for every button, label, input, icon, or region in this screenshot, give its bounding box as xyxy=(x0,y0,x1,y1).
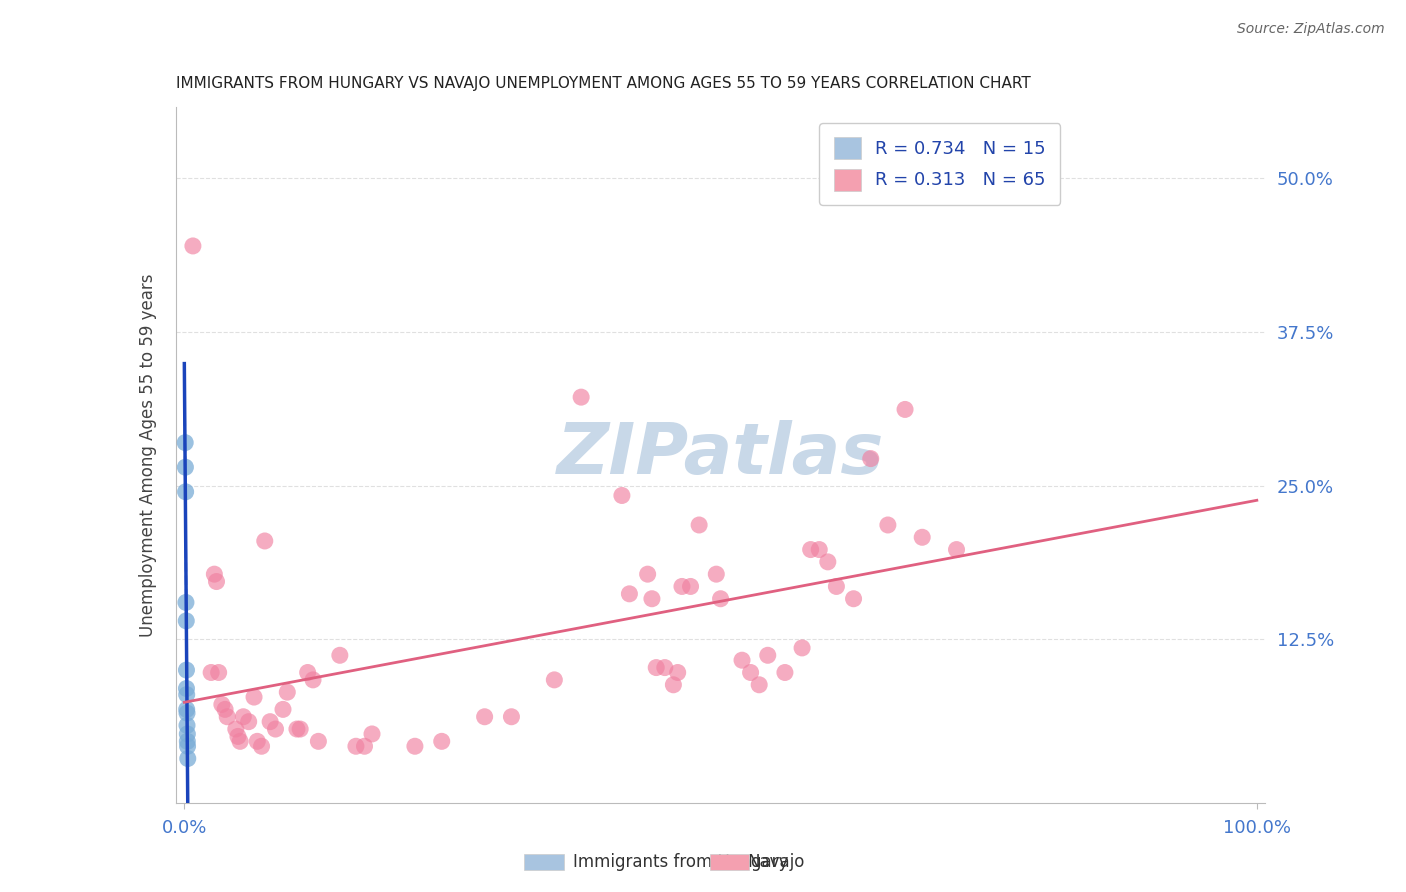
Point xyxy=(610,488,633,502)
Point xyxy=(666,665,689,680)
Point xyxy=(307,734,329,748)
Point xyxy=(662,678,685,692)
Point xyxy=(174,484,197,499)
Point xyxy=(217,710,239,724)
Point xyxy=(176,739,198,754)
Point xyxy=(174,614,197,628)
Point xyxy=(271,702,294,716)
Point xyxy=(211,698,233,712)
Text: Source: ZipAtlas.com: Source: ZipAtlas.com xyxy=(1237,22,1385,37)
Point xyxy=(704,567,727,582)
Point xyxy=(276,685,298,699)
Point xyxy=(176,663,198,677)
Point xyxy=(285,722,308,736)
Point xyxy=(945,542,967,557)
Point xyxy=(817,555,839,569)
Point xyxy=(710,591,733,606)
Point xyxy=(654,660,676,674)
Point xyxy=(645,660,668,674)
Point xyxy=(641,591,664,606)
Point xyxy=(671,579,693,593)
Point xyxy=(176,727,198,741)
Text: Immigrants from Hungary: Immigrants from Hungary xyxy=(574,853,789,871)
Point xyxy=(790,640,813,655)
Y-axis label: Unemployment Among Ages 55 to 59 years: Unemployment Among Ages 55 to 59 years xyxy=(139,273,157,637)
Point xyxy=(361,727,384,741)
Point xyxy=(911,530,934,544)
Point xyxy=(859,451,882,466)
Point xyxy=(225,722,247,736)
Point xyxy=(232,710,254,724)
Point xyxy=(297,665,319,680)
Point xyxy=(202,567,225,582)
Point xyxy=(302,673,325,687)
Point xyxy=(259,714,281,729)
Point xyxy=(329,648,352,663)
Point xyxy=(740,665,762,680)
Point xyxy=(176,718,198,732)
Point xyxy=(250,739,273,754)
Point xyxy=(226,730,249,744)
Point xyxy=(208,665,231,680)
Legend: R = 0.734   N = 15, R = 0.313   N = 65: R = 0.734 N = 15, R = 0.313 N = 65 xyxy=(820,123,1060,205)
Point xyxy=(229,734,252,748)
Point xyxy=(430,734,453,748)
Point xyxy=(474,710,496,724)
Point xyxy=(181,239,204,253)
Point xyxy=(773,665,796,680)
Point xyxy=(679,579,702,593)
Point xyxy=(238,714,260,729)
Point xyxy=(176,702,198,716)
Point xyxy=(688,518,710,533)
Point xyxy=(756,648,779,663)
Point xyxy=(404,739,426,754)
Point xyxy=(174,460,197,475)
Point xyxy=(176,734,198,748)
Point xyxy=(200,665,222,680)
Text: Navajo: Navajo xyxy=(748,853,806,871)
Point xyxy=(253,533,276,548)
Point xyxy=(569,390,592,404)
Point xyxy=(176,681,198,696)
Text: IMMIGRANTS FROM HUNGARY VS NAVAJO UNEMPLOYMENT AMONG AGES 55 TO 59 YEARS CORRELA: IMMIGRANTS FROM HUNGARY VS NAVAJO UNEMPL… xyxy=(176,76,1031,91)
Point xyxy=(205,574,228,589)
Point xyxy=(501,710,523,724)
Point xyxy=(174,595,197,609)
Point xyxy=(246,734,269,748)
Point xyxy=(344,739,367,754)
Point xyxy=(876,518,898,533)
Point xyxy=(288,722,311,736)
Point xyxy=(243,690,266,704)
Point xyxy=(353,739,375,754)
Point xyxy=(214,702,236,716)
Point xyxy=(264,722,287,736)
Point xyxy=(894,402,917,417)
Point xyxy=(808,542,831,557)
Point xyxy=(176,688,198,702)
Point xyxy=(800,542,823,557)
Text: ZIPatlas: ZIPatlas xyxy=(557,420,884,490)
Point xyxy=(731,653,754,667)
Point xyxy=(176,706,198,720)
Point xyxy=(543,673,565,687)
Point xyxy=(174,435,197,450)
Point xyxy=(637,567,659,582)
Point xyxy=(177,751,200,765)
Point xyxy=(842,591,865,606)
Point xyxy=(825,579,848,593)
Point xyxy=(619,587,641,601)
Point xyxy=(748,678,770,692)
